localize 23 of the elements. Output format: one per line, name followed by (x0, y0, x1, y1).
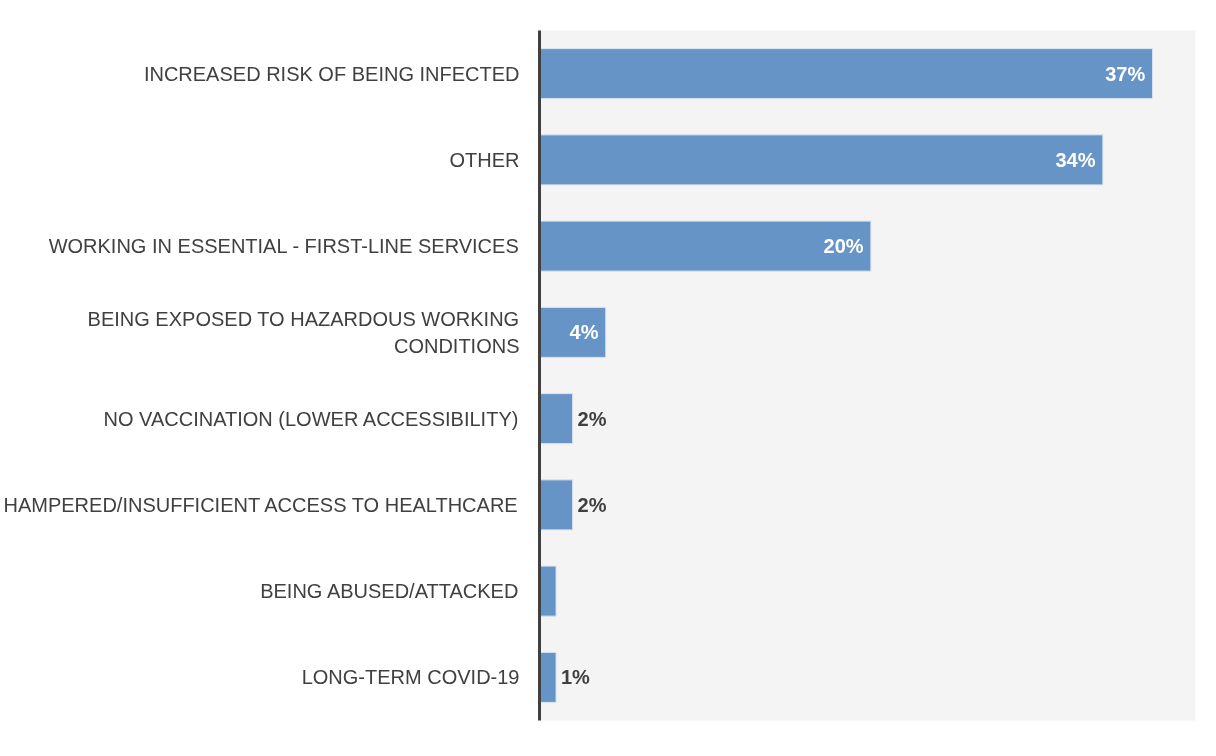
bar (539, 220, 872, 272)
y-tick-label: HAMPERED/INSUFFICIENT ACCESS TO HEALTHCARE (3, 493, 518, 516)
data-label: 2% (577, 407, 607, 430)
data-label: 1% (560, 666, 591, 689)
y-tick-label: BEING ABUSED/ATTACKED (260, 580, 519, 603)
bar (539, 134, 1104, 186)
data-label: 2% (577, 493, 607, 516)
bar (539, 479, 574, 531)
y-tick-label: WORKING IN ESSENTIAL - FIRST-LINE SERVICES (48, 235, 519, 258)
data-label: 4% (569, 321, 599, 344)
bar (539, 306, 607, 358)
data-label: 34% (1055, 148, 1096, 171)
bar (539, 48, 1154, 100)
y-tick-label: BEING EXPOSED TO HAZARDOUS WORKING CONDITIONS (87, 308, 520, 357)
y-tick-label: LONG-TERM COVID-19 (301, 666, 520, 689)
data-label: 37% (1105, 62, 1146, 85)
bar (539, 651, 557, 703)
y-tick-label: INCREASED RISK OF BEING INFECTED (143, 62, 520, 85)
bar (539, 565, 557, 617)
y-tick-label: NO VACCINATION (LOWER ACCESSIBILITY) (103, 407, 519, 430)
data-label: 20% (823, 235, 864, 258)
bar (539, 393, 574, 445)
y-tick-label: OTHER (449, 148, 520, 171)
